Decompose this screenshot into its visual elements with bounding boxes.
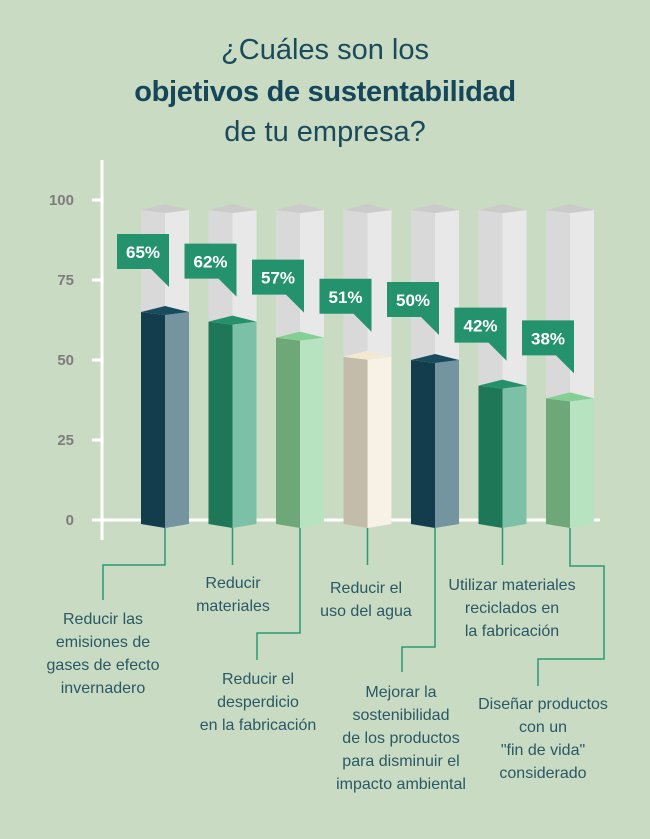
bar-right-face (502, 385, 527, 528)
category-label-line: con un (518, 719, 568, 736)
category-label: Mejorar la sostenibilidad de los productos… (311, 681, 491, 796)
category-label-line: "fin de vida" (500, 742, 586, 759)
bar-top-face (141, 306, 189, 315)
leader-line (256, 528, 301, 660)
y-tick-label: 0 (66, 512, 74, 529)
category-label-line: gases de efecto (46, 657, 160, 674)
data-label-callout (522, 320, 574, 374)
category-label-line: sostenibilidad (352, 707, 450, 724)
category-label: Utilizar materiales reciclados en la fabri… (422, 574, 602, 643)
y-tick-label: 25 (57, 432, 74, 449)
y-tick-label: 50 (57, 352, 74, 369)
bar-left-face (141, 312, 165, 528)
category-label-line: reciclados en (464, 600, 560, 617)
category-label-line: emisiones de (55, 634, 151, 651)
data-label-callout (252, 259, 304, 313)
data-label: 62% (193, 253, 227, 272)
bar-top-face (343, 350, 392, 360)
bar-group: 51% (319, 204, 392, 528)
title-line-2: objetivos de sustentabilidad (134, 76, 516, 108)
bar-top-face (208, 315, 257, 325)
bar-top-face (411, 354, 459, 363)
category-label-line: desperdicio (217, 694, 299, 711)
bar-left-face (478, 385, 503, 528)
category-label: Reducir materiales (143, 572, 323, 618)
bar-left-face (276, 337, 300, 528)
bar-group: 57% (252, 204, 324, 528)
bar-left-face (208, 321, 233, 528)
data-label: 57% (261, 269, 295, 288)
bar-right-face (367, 356, 392, 528)
bar-background-top (478, 204, 527, 213)
data-label-callout (184, 243, 237, 297)
category-label: Reducir las emisiones de gases de efecto in… (13, 608, 193, 700)
bar-group: 38% (522, 204, 594, 528)
bar-left-face (546, 398, 570, 528)
title-line-1: ¿Cuáles son los (221, 34, 429, 66)
y-tick-label: 75 (57, 272, 74, 289)
title-line-3: de tu empresa? (224, 116, 426, 148)
category-label: Reducir el desperdicio en la fabricación (168, 668, 348, 737)
data-label: 42% (463, 317, 497, 336)
category-label-line: impacto ambiental (336, 776, 466, 793)
category-label-line: Reducir las (62, 611, 144, 628)
bar-top-face (478, 379, 527, 389)
category-label-line: Mejorar la (365, 684, 437, 701)
data-label-callout (319, 278, 372, 332)
category-label-line: materiales (196, 598, 270, 615)
bar-left-face (343, 356, 368, 528)
data-label: 51% (328, 288, 362, 307)
data-label: 38% (531, 329, 565, 348)
bar-background-top (208, 204, 257, 213)
data-label-callout (387, 282, 439, 335)
leader-line (401, 528, 436, 672)
bar-top-face (546, 392, 594, 402)
category-label-line: Reducir (205, 575, 261, 592)
y-tick-label: 100 (49, 192, 74, 209)
data-label-callout (454, 307, 507, 361)
category-label: Reducir el uso del agua (276, 577, 456, 623)
bar-right-face (232, 321, 257, 528)
category-label-line: uso del agua (320, 603, 412, 620)
leader-line (102, 528, 166, 600)
category-label-line: Reducir el (329, 580, 403, 597)
category-label-line: Diseñar productos (478, 696, 608, 713)
category-label-line: la fabricación (464, 623, 560, 640)
bar-background-top (141, 204, 189, 213)
category-label-line: considerado (499, 765, 587, 782)
bar-right-face (435, 360, 459, 528)
bar-group: 42% (454, 204, 527, 528)
data-label: 65% (126, 243, 160, 262)
bar-group: 50% (387, 204, 459, 528)
data-label: 50% (396, 291, 430, 310)
bar-right-face (570, 398, 594, 528)
bar-top-face (276, 331, 324, 341)
bar-background-top (276, 204, 324, 213)
bar-left-face (411, 360, 435, 528)
category-label-line: Utilizar materiales (448, 577, 576, 594)
bar-right-face (300, 337, 324, 528)
category-label-line: para disminuir el (342, 753, 460, 770)
bar-right-face (165, 312, 189, 528)
bar-background-top (411, 204, 459, 213)
category-label: Diseñar productos con un "fin de vida" cons… (453, 693, 633, 785)
data-label-callout (117, 234, 169, 287)
category-label-line: Reducir el (221, 671, 295, 688)
bar-background-top (546, 204, 594, 213)
bar-background-top (343, 204, 392, 213)
leader-line (537, 528, 605, 686)
category-label-line: invernadero (60, 680, 146, 697)
bar-group: 62% (184, 204, 257, 528)
category-label-line: en la fabricación (199, 717, 317, 734)
category-label-line: de los productos (342, 730, 460, 747)
bar-group: 65% (117, 204, 189, 528)
